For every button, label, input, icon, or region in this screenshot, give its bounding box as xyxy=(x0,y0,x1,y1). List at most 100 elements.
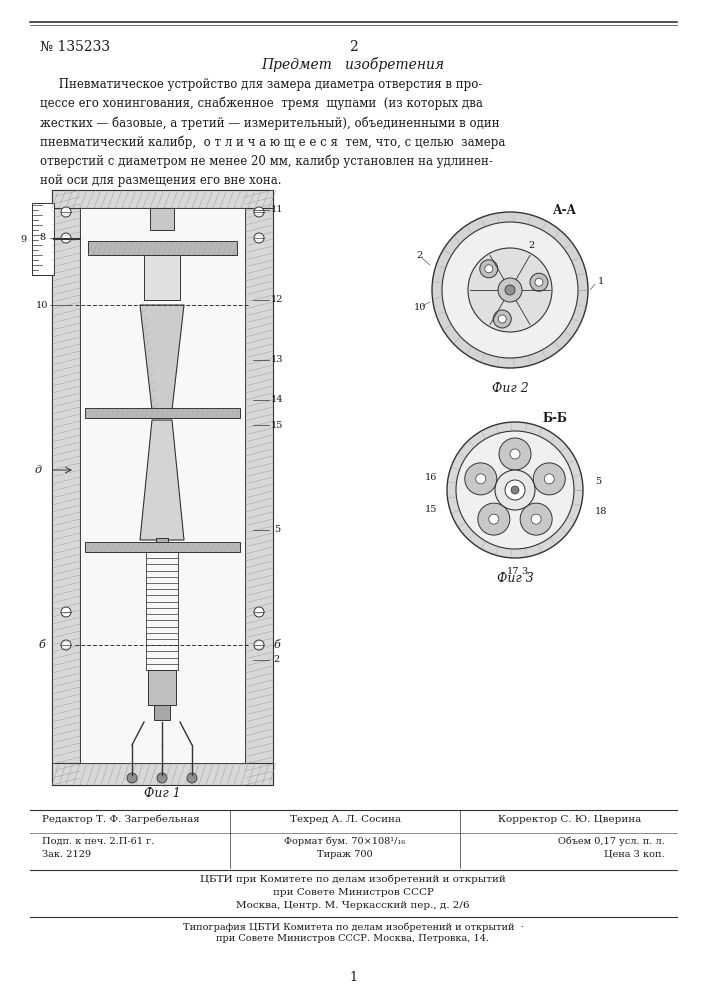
Text: Пневматическое устройство для замера диаметра отверстия в про-
цессе его хонинго: Пневматическое устройство для замера диа… xyxy=(40,78,506,187)
Text: б: б xyxy=(39,640,45,650)
Text: при Совете Министров СССР: при Совете Министров СССР xyxy=(273,888,433,897)
Bar xyxy=(150,208,174,230)
Circle shape xyxy=(505,480,525,500)
Text: 5: 5 xyxy=(274,526,280,534)
Circle shape xyxy=(464,463,497,495)
Bar xyxy=(85,542,240,552)
Text: 9: 9 xyxy=(20,234,26,243)
Circle shape xyxy=(254,207,264,217)
Bar xyxy=(85,408,240,418)
Text: б: б xyxy=(274,640,281,650)
Circle shape xyxy=(61,207,71,217)
Text: 11: 11 xyxy=(271,206,284,215)
Circle shape xyxy=(456,431,574,549)
Text: 12: 12 xyxy=(271,296,284,304)
Text: № 135233: № 135233 xyxy=(40,40,110,54)
Text: Объем 0,17 усл. п. л.: Объем 0,17 усл. п. л. xyxy=(559,837,665,846)
Text: Цена 3 коп.: Цена 3 коп. xyxy=(604,850,665,859)
Text: Фиг 1: Фиг 1 xyxy=(144,787,180,800)
Circle shape xyxy=(61,233,71,243)
Polygon shape xyxy=(140,305,184,410)
Text: 1: 1 xyxy=(349,971,357,984)
Text: 17: 17 xyxy=(507,568,520,576)
Text: Корректор С. Ю. Цверина: Корректор С. Ю. Цверина xyxy=(498,815,642,824)
Circle shape xyxy=(478,503,510,535)
Text: 16: 16 xyxy=(425,474,438,483)
Text: 2: 2 xyxy=(274,656,280,664)
Circle shape xyxy=(254,233,264,243)
Circle shape xyxy=(447,422,583,558)
Bar xyxy=(148,670,176,705)
Circle shape xyxy=(510,449,520,459)
Text: 2: 2 xyxy=(349,40,357,54)
Circle shape xyxy=(544,474,554,484)
Text: 10: 10 xyxy=(414,304,426,312)
Bar xyxy=(156,538,168,552)
Circle shape xyxy=(533,463,565,495)
Text: д: д xyxy=(35,465,42,475)
Text: при Совете Министров СССР. Москва, Петровка, 14.: при Совете Министров СССР. Москва, Петро… xyxy=(216,934,489,943)
Circle shape xyxy=(432,212,588,368)
Circle shape xyxy=(535,278,543,286)
Text: 8: 8 xyxy=(39,233,45,242)
Circle shape xyxy=(187,773,197,783)
Bar xyxy=(52,763,273,785)
Text: Подп. к печ. 2.П-61 г.: Подп. к печ. 2.П-61 г. xyxy=(42,837,154,846)
Circle shape xyxy=(495,470,535,510)
Text: Зак. 2129: Зак. 2129 xyxy=(42,850,91,859)
Circle shape xyxy=(520,503,552,535)
Circle shape xyxy=(254,607,264,617)
Polygon shape xyxy=(140,420,184,540)
Circle shape xyxy=(493,310,511,328)
Bar xyxy=(144,255,180,300)
Text: 3: 3 xyxy=(521,568,527,576)
Text: Редактор Т. Ф. Загребельная: Редактор Т. Ф. Загребельная xyxy=(42,815,200,824)
Circle shape xyxy=(157,773,167,783)
Bar xyxy=(52,190,273,208)
Circle shape xyxy=(511,486,519,494)
Text: Б-Б: Б-Б xyxy=(542,412,568,424)
Text: Предмет   изобретения: Предмет изобретения xyxy=(262,57,445,72)
Text: 15: 15 xyxy=(425,506,438,514)
Text: ЦБТИ при Комитете по делам изобретений и открытий: ЦБТИ при Комитете по делам изобретений и… xyxy=(200,875,506,884)
Circle shape xyxy=(530,273,548,291)
Bar xyxy=(32,203,54,275)
Circle shape xyxy=(498,315,506,323)
Text: 2: 2 xyxy=(416,250,422,259)
Circle shape xyxy=(485,265,493,273)
Text: Типография ЦБТИ Комитета по делам изобретений и открытий  ·: Типография ЦБТИ Комитета по делам изобре… xyxy=(182,922,523,932)
Bar xyxy=(245,190,273,785)
Circle shape xyxy=(127,773,137,783)
Text: 10: 10 xyxy=(36,300,48,310)
Circle shape xyxy=(531,514,541,524)
Bar xyxy=(52,190,80,785)
Bar xyxy=(80,208,245,763)
Circle shape xyxy=(468,248,552,332)
Circle shape xyxy=(61,640,71,650)
Text: Фиг 2: Фиг 2 xyxy=(491,382,528,395)
Text: Москва, Центр. М. Черкасский пер., д. 2/6: Москва, Центр. М. Черкасский пер., д. 2/… xyxy=(236,901,469,910)
Text: 1: 1 xyxy=(598,277,604,286)
Circle shape xyxy=(476,474,486,484)
Bar xyxy=(88,241,237,255)
Text: А-А: А-А xyxy=(553,204,577,217)
Text: Формат бум. 70×108¹/₁₆: Формат бум. 70×108¹/₁₆ xyxy=(284,837,406,846)
Text: 2: 2 xyxy=(528,240,534,249)
Circle shape xyxy=(489,514,499,524)
Text: Техред А. Л. Сосина: Техред А. Л. Сосина xyxy=(289,815,400,824)
Text: Фиг 3: Фиг 3 xyxy=(496,572,533,585)
Text: 14: 14 xyxy=(271,395,284,404)
Text: 15: 15 xyxy=(271,420,284,430)
Circle shape xyxy=(498,278,522,302)
Text: 18: 18 xyxy=(595,508,607,516)
Circle shape xyxy=(254,640,264,650)
Circle shape xyxy=(505,285,515,295)
Circle shape xyxy=(480,260,498,278)
Circle shape xyxy=(61,607,71,617)
Text: 5: 5 xyxy=(595,478,601,487)
Bar xyxy=(154,705,170,720)
Circle shape xyxy=(442,222,578,358)
Circle shape xyxy=(499,438,531,470)
Text: Тираж 700: Тираж 700 xyxy=(317,850,373,859)
Text: 13: 13 xyxy=(271,356,284,364)
